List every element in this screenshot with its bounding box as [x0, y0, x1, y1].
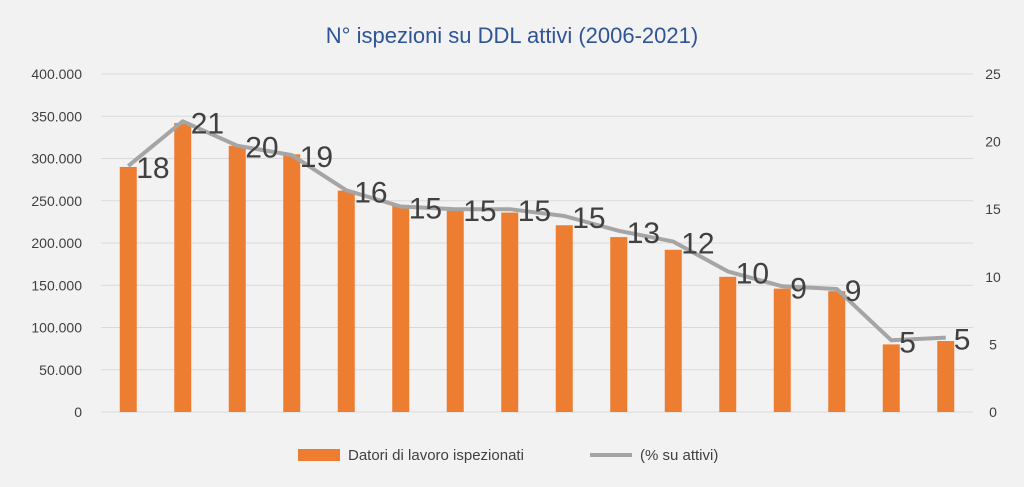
bar	[937, 341, 955, 412]
data-label: 16	[354, 176, 387, 209]
bar	[610, 237, 628, 412]
legend-swatch-bars	[298, 449, 340, 461]
right-tick-label: 5	[989, 336, 997, 352]
left-tick-label: 50.000	[39, 362, 82, 378]
data-label: 15	[463, 195, 496, 228]
left-tick-label: 400.000	[31, 66, 82, 82]
left-tick-label: 100.000	[31, 320, 82, 336]
data-label: 5	[954, 324, 971, 357]
data-label: 12	[681, 228, 714, 261]
data-label: 15	[409, 192, 442, 225]
bar	[446, 209, 464, 412]
chart-title: N° ispezioni su DDL attivi (2006-2021)	[326, 23, 698, 48]
legend-label-bars: Datori di lavoro ispezionati	[348, 447, 524, 464]
bar	[828, 291, 846, 412]
bar	[337, 190, 355, 412]
right-tick-label: 20	[985, 134, 1001, 150]
bar-series	[119, 123, 955, 412]
bar	[119, 166, 137, 412]
left-tick-label: 0	[74, 404, 82, 420]
left-tick-label: 150.000	[31, 277, 82, 293]
bar	[555, 225, 573, 412]
left-tick-label: 350.000	[31, 108, 82, 124]
series-line	[127, 119, 946, 343]
bar	[174, 123, 192, 412]
bar	[392, 204, 410, 412]
bar	[501, 212, 519, 412]
data-label: 20	[245, 132, 278, 165]
bar	[773, 288, 791, 412]
data-label: 5	[899, 326, 916, 359]
bar	[882, 344, 900, 412]
right-axis-ticks: 0 5 10 15 20 25	[985, 66, 1001, 420]
legend: Datori di lavoro ispezionati (% su attiv…	[298, 447, 718, 464]
bar	[664, 249, 682, 412]
line-series	[127, 119, 946, 343]
bar	[283, 154, 301, 412]
right-tick-label: 10	[985, 269, 1001, 285]
bar	[228, 145, 246, 412]
data-label: 18	[136, 152, 169, 185]
data-label: 15	[518, 195, 551, 228]
data-label: 10	[736, 257, 769, 290]
right-tick-label: 0	[989, 404, 997, 420]
gridlines	[101, 73, 973, 413]
legend-label-line: (% su attivi)	[640, 447, 718, 464]
left-tick-label: 250.000	[31, 193, 82, 209]
data-label: 9	[790, 272, 807, 305]
data-label: 21	[191, 107, 224, 140]
left-axis-ticks: 0 50.000 100.000 150.000 200.000 250.000 300.0…	[31, 66, 82, 420]
data-label: 19	[300, 141, 333, 174]
data-label: 9	[845, 275, 862, 308]
right-tick-label: 25	[985, 66, 1001, 82]
data-label: 15	[572, 202, 605, 235]
data-label: 13	[627, 217, 660, 250]
right-tick-label: 15	[985, 201, 1001, 217]
data-labels: 18 21 20 19 16 15 15 15 15 13 12 10 9 9 5 5	[136, 107, 970, 359]
left-tick-label: 200.000	[31, 235, 82, 251]
left-tick-label: 300.000	[31, 151, 82, 167]
bar	[719, 276, 737, 412]
